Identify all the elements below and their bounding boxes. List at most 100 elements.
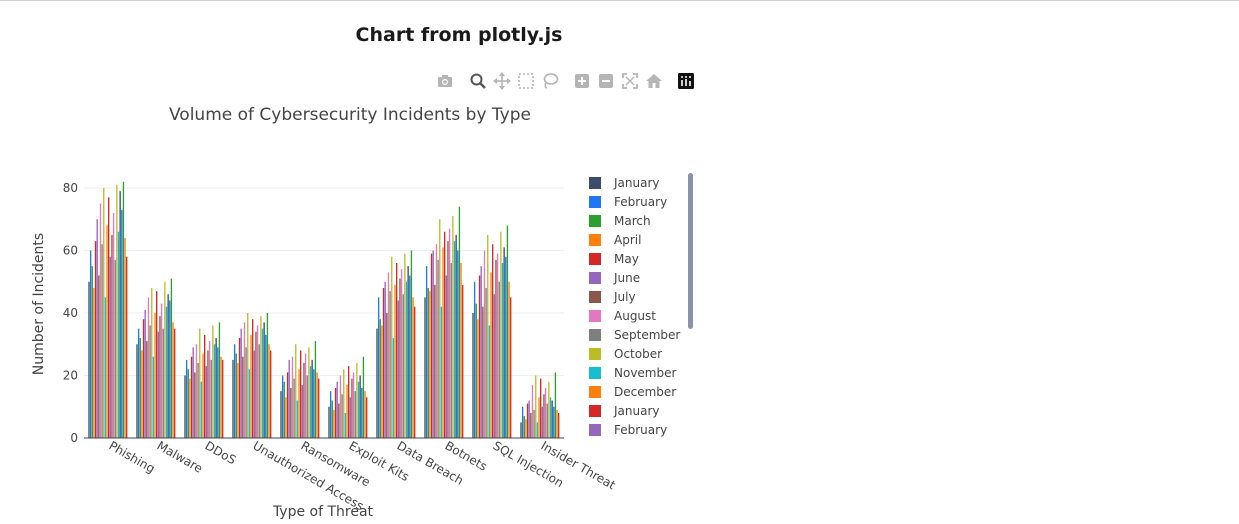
bar <box>106 225 108 438</box>
bar <box>185 359 188 439</box>
bar <box>551 400 553 438</box>
bar <box>554 372 557 439</box>
bar <box>207 350 209 438</box>
pan-icon[interactable] <box>493 72 511 90</box>
bar <box>553 406 555 438</box>
camera-icon[interactable] <box>436 72 454 90</box>
bar <box>149 325 151 438</box>
legend-swatch <box>589 367 601 379</box>
bar <box>412 297 414 439</box>
bar <box>339 375 342 438</box>
bar <box>409 275 411 438</box>
bar <box>152 356 155 438</box>
legend-label: July <box>613 290 636 304</box>
bar <box>192 347 194 439</box>
bar <box>174 328 176 439</box>
bar <box>286 372 289 439</box>
lasso-select-icon[interactable] <box>541 72 559 90</box>
bar <box>242 356 244 438</box>
bar <box>377 297 380 439</box>
bar <box>482 306 484 438</box>
bar <box>89 250 92 438</box>
bar <box>334 388 337 438</box>
plotly-logo-icon[interactable] <box>677 72 695 90</box>
legend-label: February <box>614 195 667 209</box>
bar <box>300 350 302 438</box>
chart-title: Volume of Cybersecurity Incidents by Typ… <box>169 105 531 125</box>
bar <box>162 328 164 439</box>
bar <box>260 316 262 439</box>
bar <box>528 400 530 438</box>
bar <box>298 369 300 438</box>
bar <box>295 344 297 438</box>
bar <box>505 256 507 438</box>
bar <box>91 266 93 439</box>
zoom-in-icon[interactable] <box>573 72 591 90</box>
bar <box>316 372 318 439</box>
bar <box>503 247 505 439</box>
bar <box>187 369 189 438</box>
bar <box>520 422 522 439</box>
bar <box>238 338 241 438</box>
bar <box>333 409 335 439</box>
bar <box>376 328 378 439</box>
bar <box>477 319 479 438</box>
bar <box>336 381 338 438</box>
bar <box>329 391 332 439</box>
bar <box>485 288 487 438</box>
legend-scrollbar[interactable] <box>688 173 693 329</box>
legend-label: April <box>614 233 641 247</box>
bar <box>205 366 207 439</box>
bar <box>381 325 383 438</box>
bar <box>280 391 282 439</box>
bar <box>88 281 90 438</box>
bar <box>382 288 385 438</box>
bar <box>472 313 474 438</box>
y-tick-label: 20 <box>63 369 78 383</box>
page-title: Chart from plotly.js <box>355 24 563 46</box>
legend-swatch <box>589 253 601 265</box>
chart: Volume of Cybersecurity Incidents by Typ… <box>31 105 680 520</box>
bar <box>389 291 391 439</box>
reset-axes-icon[interactable] <box>645 72 663 90</box>
bar <box>116 184 118 439</box>
bar <box>450 263 452 438</box>
bar <box>172 322 174 439</box>
bar <box>391 256 393 438</box>
bar <box>457 250 459 438</box>
bar <box>521 406 524 438</box>
bar <box>487 234 489 439</box>
bar <box>119 191 121 439</box>
bar <box>94 241 97 439</box>
bar <box>400 269 403 438</box>
box-select-icon[interactable] <box>517 72 535 90</box>
bar <box>194 372 196 439</box>
bar <box>346 384 348 439</box>
legend-label: August <box>614 309 656 323</box>
autoscale-icon[interactable] <box>621 72 639 90</box>
bar <box>530 413 532 438</box>
y-tick-label: 60 <box>63 244 78 258</box>
legend-swatch <box>589 291 601 303</box>
bar <box>101 244 103 438</box>
bar <box>434 284 436 439</box>
bar <box>453 241 456 439</box>
bar <box>290 388 292 438</box>
bar <box>141 350 143 438</box>
bar <box>357 381 360 438</box>
zoom-out-icon[interactable] <box>597 72 615 90</box>
bar <box>253 350 255 438</box>
bar <box>361 388 363 438</box>
zoom-icon[interactable] <box>469 72 487 90</box>
bar <box>204 334 206 439</box>
bar <box>366 397 368 439</box>
bar <box>304 353 307 439</box>
bar <box>344 413 347 438</box>
bar <box>247 313 249 438</box>
bar <box>136 344 138 438</box>
bar <box>440 306 443 438</box>
bar <box>250 334 252 439</box>
bar <box>314 341 317 439</box>
bar <box>455 234 457 439</box>
bar <box>429 291 431 439</box>
